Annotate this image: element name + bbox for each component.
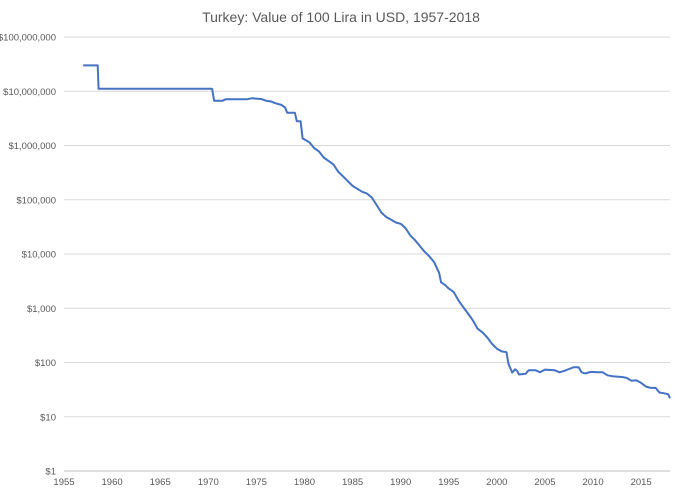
y-tick-label: $1,000,000: [8, 141, 56, 152]
y-tick-label: $100: [35, 358, 56, 369]
x-tick-label: 1960: [102, 477, 123, 488]
x-tick-label: 2010: [582, 477, 603, 488]
y-tick-label: $10,000,000: [3, 87, 56, 98]
x-tick-label: 1990: [390, 477, 411, 488]
x-tick-label: 1985: [342, 477, 363, 488]
y-tick-label: $100,000,000: [0, 33, 56, 44]
y-axis-tick-labels: $1 $10 $100 $1,000 $10,000 $100,000 $1,000,000…: [0, 33, 56, 478]
y-tick-label: $1: [45, 467, 56, 478]
x-tick-label: 1975: [246, 477, 267, 488]
x-tick-label: 2015: [631, 477, 652, 488]
x-axis-tick-labels: 1955 1960 1965 1970 1975 1980 1985 1990 1995 2000…: [53, 477, 651, 488]
y-tick-label: $1,000: [27, 304, 56, 315]
chart-title: Turkey: Value of 100 Lira in USD, 1957-2…: [202, 9, 480, 25]
gridlines: [64, 36, 670, 418]
x-tick-label: 1980: [294, 477, 315, 488]
x-tick-label: 1995: [438, 477, 459, 488]
x-tick-label: 2000: [486, 477, 507, 488]
x-tick-label: 2005: [534, 477, 555, 488]
x-tick-label: 1955: [53, 477, 74, 488]
y-tick-label: $100,000: [16, 195, 56, 206]
series-line: [83, 64, 671, 399]
y-tick-label: $10,000: [22, 250, 56, 261]
x-tick-label: 1970: [198, 477, 219, 488]
x-tick-label: 1965: [150, 477, 171, 488]
y-tick-label: $10: [40, 412, 56, 423]
